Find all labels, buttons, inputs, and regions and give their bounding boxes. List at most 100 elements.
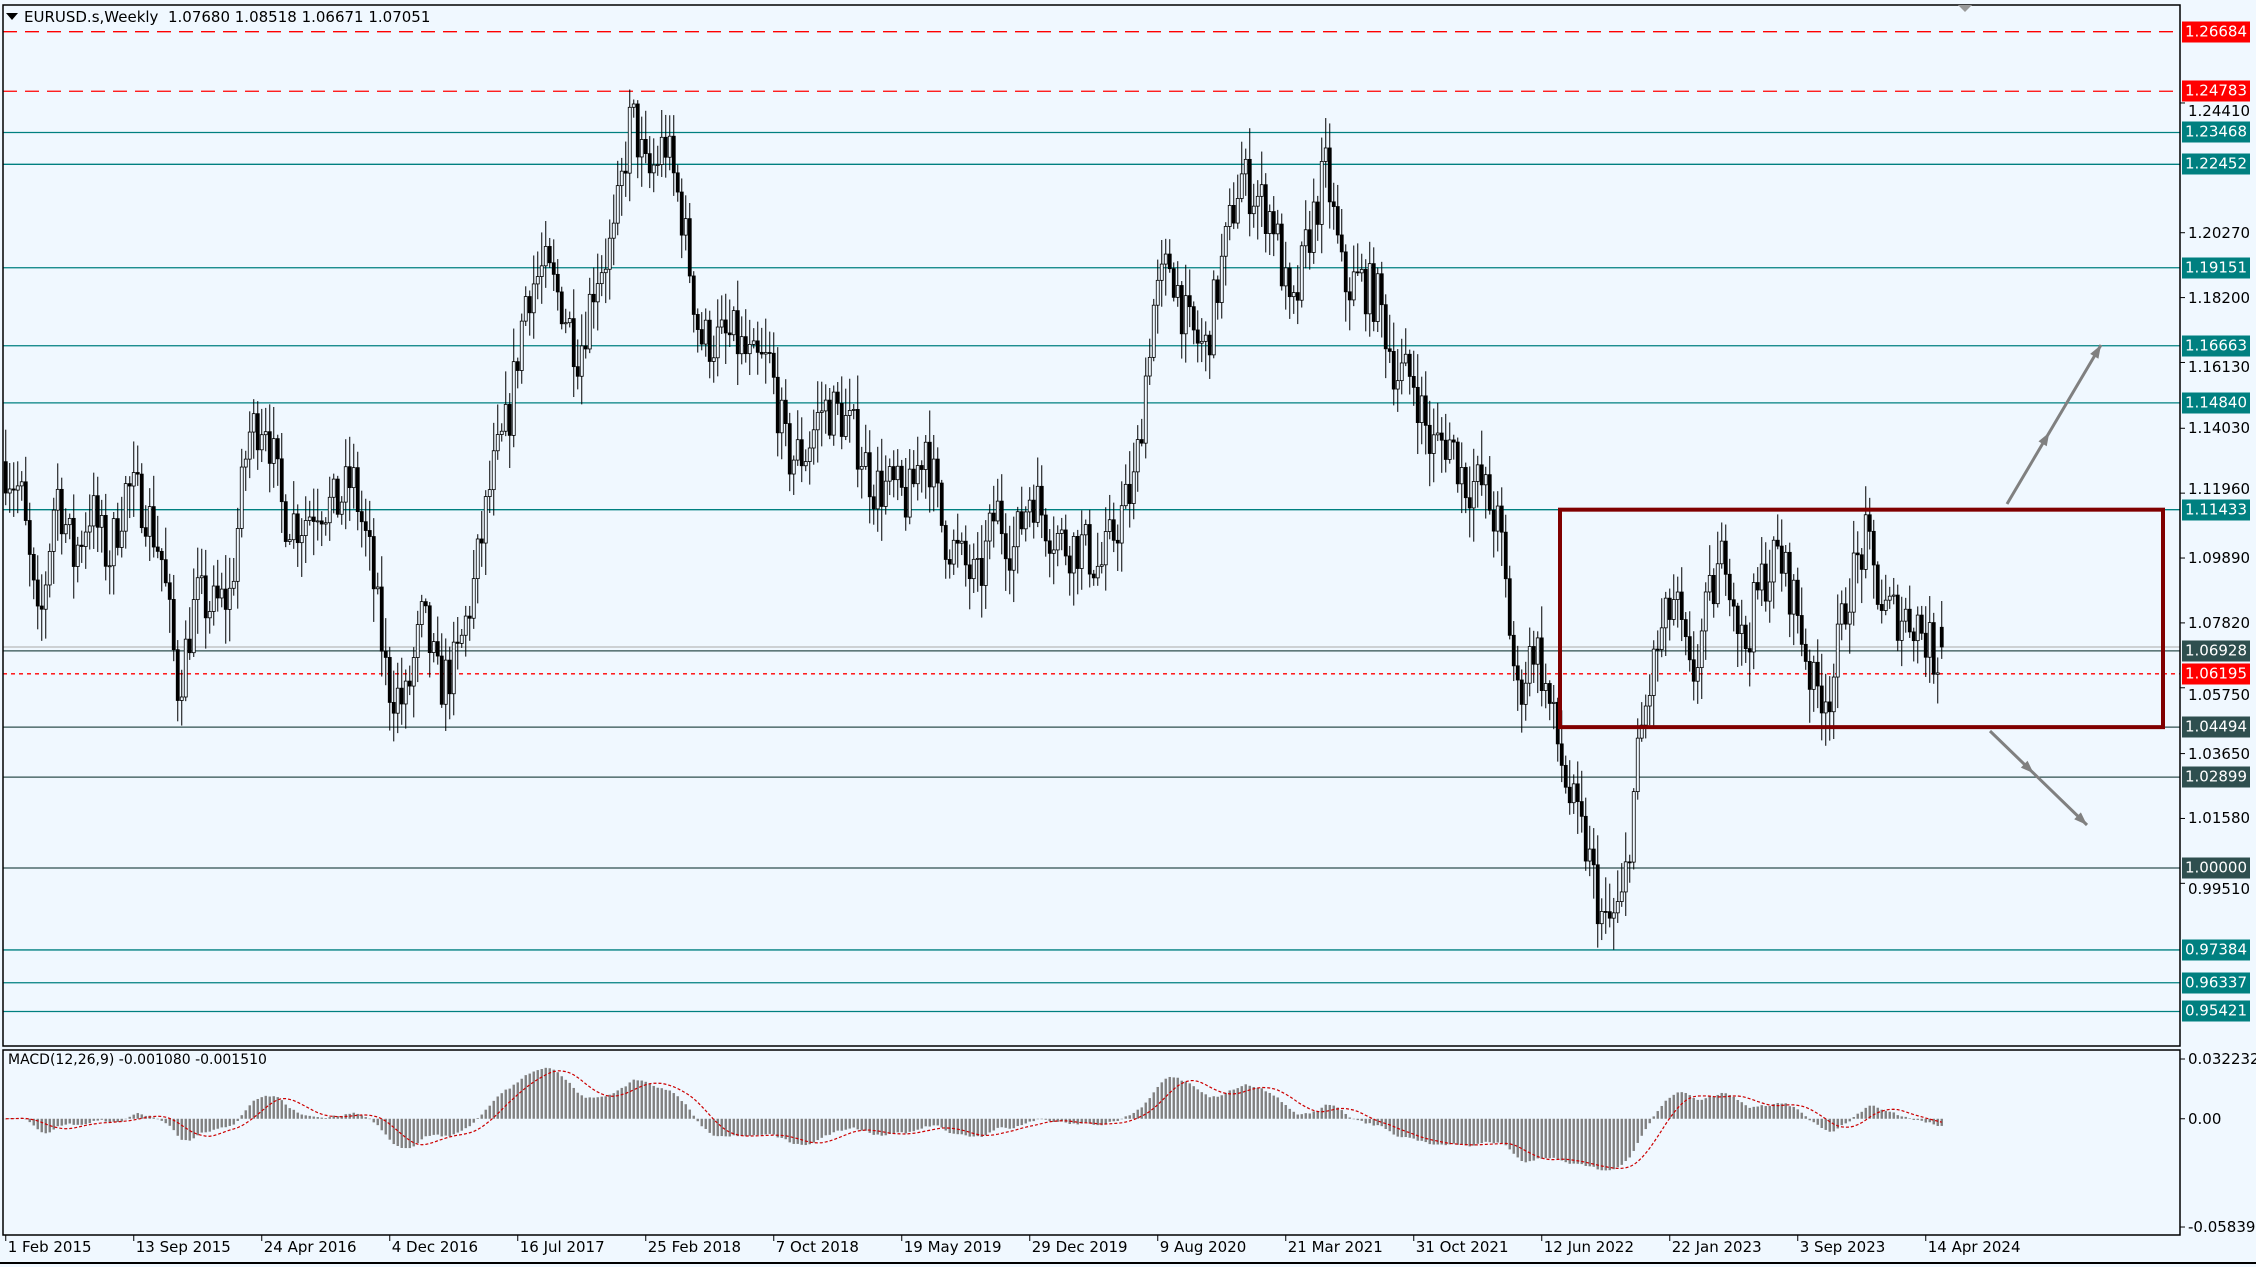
candle: [1079, 510, 1084, 590]
candle: [1567, 760, 1572, 815]
candle-body: [1851, 552, 1856, 613]
macd-histogram-bar: [456, 1118, 459, 1133]
macd-histogram-bar: [544, 1067, 547, 1119]
candle-body: [343, 466, 348, 503]
candle: [279, 433, 284, 533]
candle-body: [1755, 582, 1760, 591]
macd-histogram-bar: [1088, 1118, 1091, 1124]
macd-histogram-bar: [216, 1118, 219, 1129]
candle-body: [1931, 622, 1936, 675]
macd-panel: [4, 1067, 1943, 1171]
candle: [743, 309, 748, 363]
candle-body: [991, 512, 996, 522]
date-axis-label: 21 Mar 2021: [1287, 1238, 1383, 1256]
macd-histogram-bar: [1132, 1112, 1135, 1119]
candle-body: [1083, 524, 1088, 536]
dropdown-triangle-icon[interactable]: [6, 13, 18, 20]
macd-histogram-bar: [1076, 1118, 1079, 1125]
macd-histogram-bar: [632, 1079, 635, 1119]
candle: [1043, 508, 1048, 557]
candle-body: [583, 345, 588, 350]
macd-histogram-bar: [1016, 1118, 1019, 1127]
candle-body: [835, 391, 840, 404]
candle: [363, 498, 368, 557]
candle-body: [1663, 597, 1668, 629]
candle-body: [1815, 661, 1820, 687]
candle-body: [1687, 636, 1692, 661]
macd-histogram-bar: [312, 1116, 315, 1119]
level-price-label: 1.23468: [2182, 121, 2250, 143]
candle: [1855, 531, 1860, 584]
macd-histogram-bar: [1460, 1118, 1463, 1145]
candle: [59, 477, 64, 555]
candle: [1543, 663, 1548, 709]
macd-histogram-bar: [808, 1118, 811, 1145]
bullish-arrow-mid-head-icon: [2038, 432, 2050, 447]
candle-body: [559, 291, 564, 325]
candle-body: [843, 415, 848, 437]
candle: [1195, 310, 1200, 363]
macd-histogram-bar: [1160, 1082, 1163, 1119]
candle: [1935, 657, 1940, 704]
candle-body: [499, 430, 504, 435]
candle: [1523, 661, 1528, 721]
macd-histogram-bar: [560, 1076, 563, 1119]
candle: [1115, 524, 1120, 571]
candle-body: [795, 439, 800, 461]
candle: [1027, 487, 1032, 528]
candle-body: [1735, 605, 1740, 635]
candle-body: [347, 466, 352, 489]
macd-histogram-bar: [552, 1069, 555, 1119]
macd-histogram-bar: [1812, 1118, 1815, 1123]
candle: [43, 571, 48, 639]
candle: [283, 494, 288, 548]
candle-body: [219, 588, 224, 599]
macd-histogram-bar: [1376, 1118, 1379, 1126]
candle-body: [447, 659, 452, 695]
candle-body: [99, 515, 104, 528]
candle: [903, 457, 908, 531]
candle: [1147, 338, 1152, 385]
chart-shift-marker-icon[interactable]: [1958, 5, 1972, 12]
candle-body: [1763, 563, 1768, 602]
candle: [647, 136, 652, 189]
candle-body: [135, 472, 140, 475]
macd-histogram-bar: [996, 1118, 999, 1128]
candle: [1299, 241, 1304, 308]
macd-histogram-bar: [916, 1118, 919, 1130]
candle-body: [1103, 531, 1108, 566]
candle-body: [1231, 205, 1236, 224]
candle: [247, 411, 252, 479]
candle-body: [199, 575, 204, 579]
candle-body: [1919, 614, 1924, 634]
macd-histogram-bar: [436, 1118, 439, 1135]
candle-body: [15, 485, 20, 491]
candle-body: [1075, 536, 1080, 569]
candle-body: [1411, 376, 1416, 388]
candle-body: [479, 538, 484, 544]
macd-histogram-bar: [1880, 1109, 1883, 1119]
candle: [303, 496, 308, 563]
candle-body: [1739, 624, 1744, 635]
macd-histogram-bar: [1288, 1108, 1291, 1119]
candle: [1787, 542, 1792, 638]
macd-histogram-bar: [1692, 1098, 1695, 1119]
candle: [1327, 123, 1332, 229]
candle: [1583, 797, 1588, 871]
candle-body: [1431, 434, 1436, 454]
candle-body: [1671, 599, 1676, 620]
macd-histogram-bar: [700, 1118, 703, 1127]
date-axis-label: 14 Apr 2024: [1927, 1238, 2021, 1256]
macd-histogram-bar: [1124, 1116, 1127, 1119]
macd-histogram-bar: [96, 1118, 99, 1121]
macd-histogram-bar: [1052, 1118, 1055, 1122]
candle-body: [1327, 147, 1332, 203]
candle-body: [771, 352, 776, 378]
macd-histogram-bar: [252, 1100, 255, 1119]
macd-histogram-bar: [628, 1082, 631, 1119]
candle-body: [1283, 267, 1288, 287]
candle-body: [1907, 608, 1912, 633]
candle-body: [915, 465, 920, 485]
candle: [607, 219, 612, 300]
